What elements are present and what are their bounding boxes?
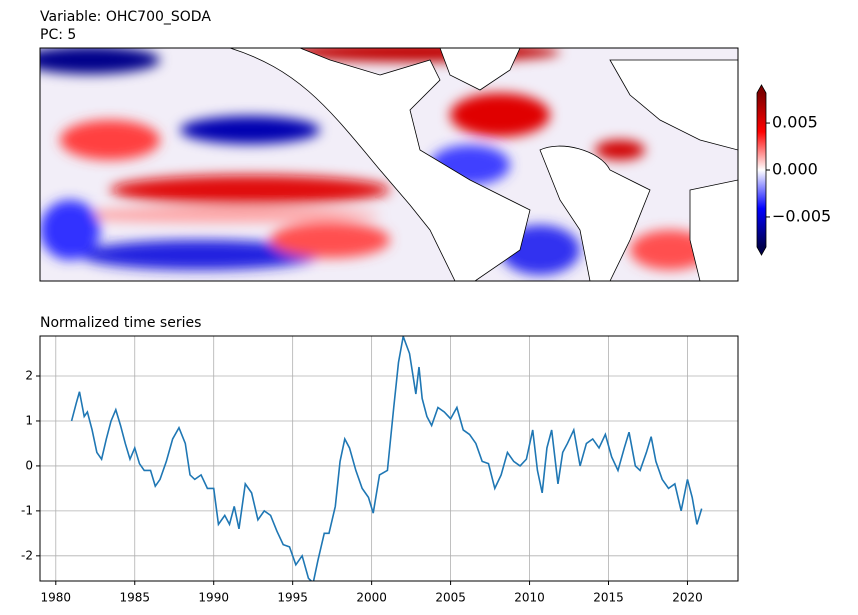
line-chart: 1980 1985 1990 1995 2000 2005 2010 2015 2020 -2 -1… [21,335,739,605]
map-field [40,48,710,275]
x-tick-label: 1990 [198,591,229,605]
x-tick-label: 2000 [356,591,387,605]
colorbar-outline [756,84,767,256]
x-tick-label: 1985 [119,591,150,605]
x-tick-label: 2020 [672,591,703,605]
map-title: Variable: OHC700_SODA [40,9,211,25]
colorbar: −0.005 0.000 0.005 [756,84,831,256]
x-tick-label: 1980 [41,591,72,605]
y-tick-label: -2 [21,548,33,562]
y-tick-label: 2 [25,369,33,383]
line-title: Normalized time series [40,315,201,331]
y-tick-label: 0 [25,458,33,472]
y-tick-label: 1 [25,413,33,427]
plot-frame [39,335,739,582]
colorbar-tick-label: −0.005 [772,206,831,225]
x-tick-label: 2010 [514,591,545,605]
x-tick-label: 1995 [277,591,308,605]
colorbar-extend-min [757,247,766,255]
map [40,48,738,281]
map-subtitle: PC: 5 [40,27,76,43]
colorbar-tick-label: 0.000 [772,160,818,179]
y-tick-label: -1 [21,503,33,517]
map-frame [39,47,739,282]
line-series [70,336,703,581]
colorbar-extend-max [757,85,766,93]
x-tick-label: 2005 [435,591,466,605]
colorbar-body [757,93,766,247]
colorbar-tick-label: 0.005 [772,113,818,132]
x-tick-label: 2015 [593,591,624,605]
